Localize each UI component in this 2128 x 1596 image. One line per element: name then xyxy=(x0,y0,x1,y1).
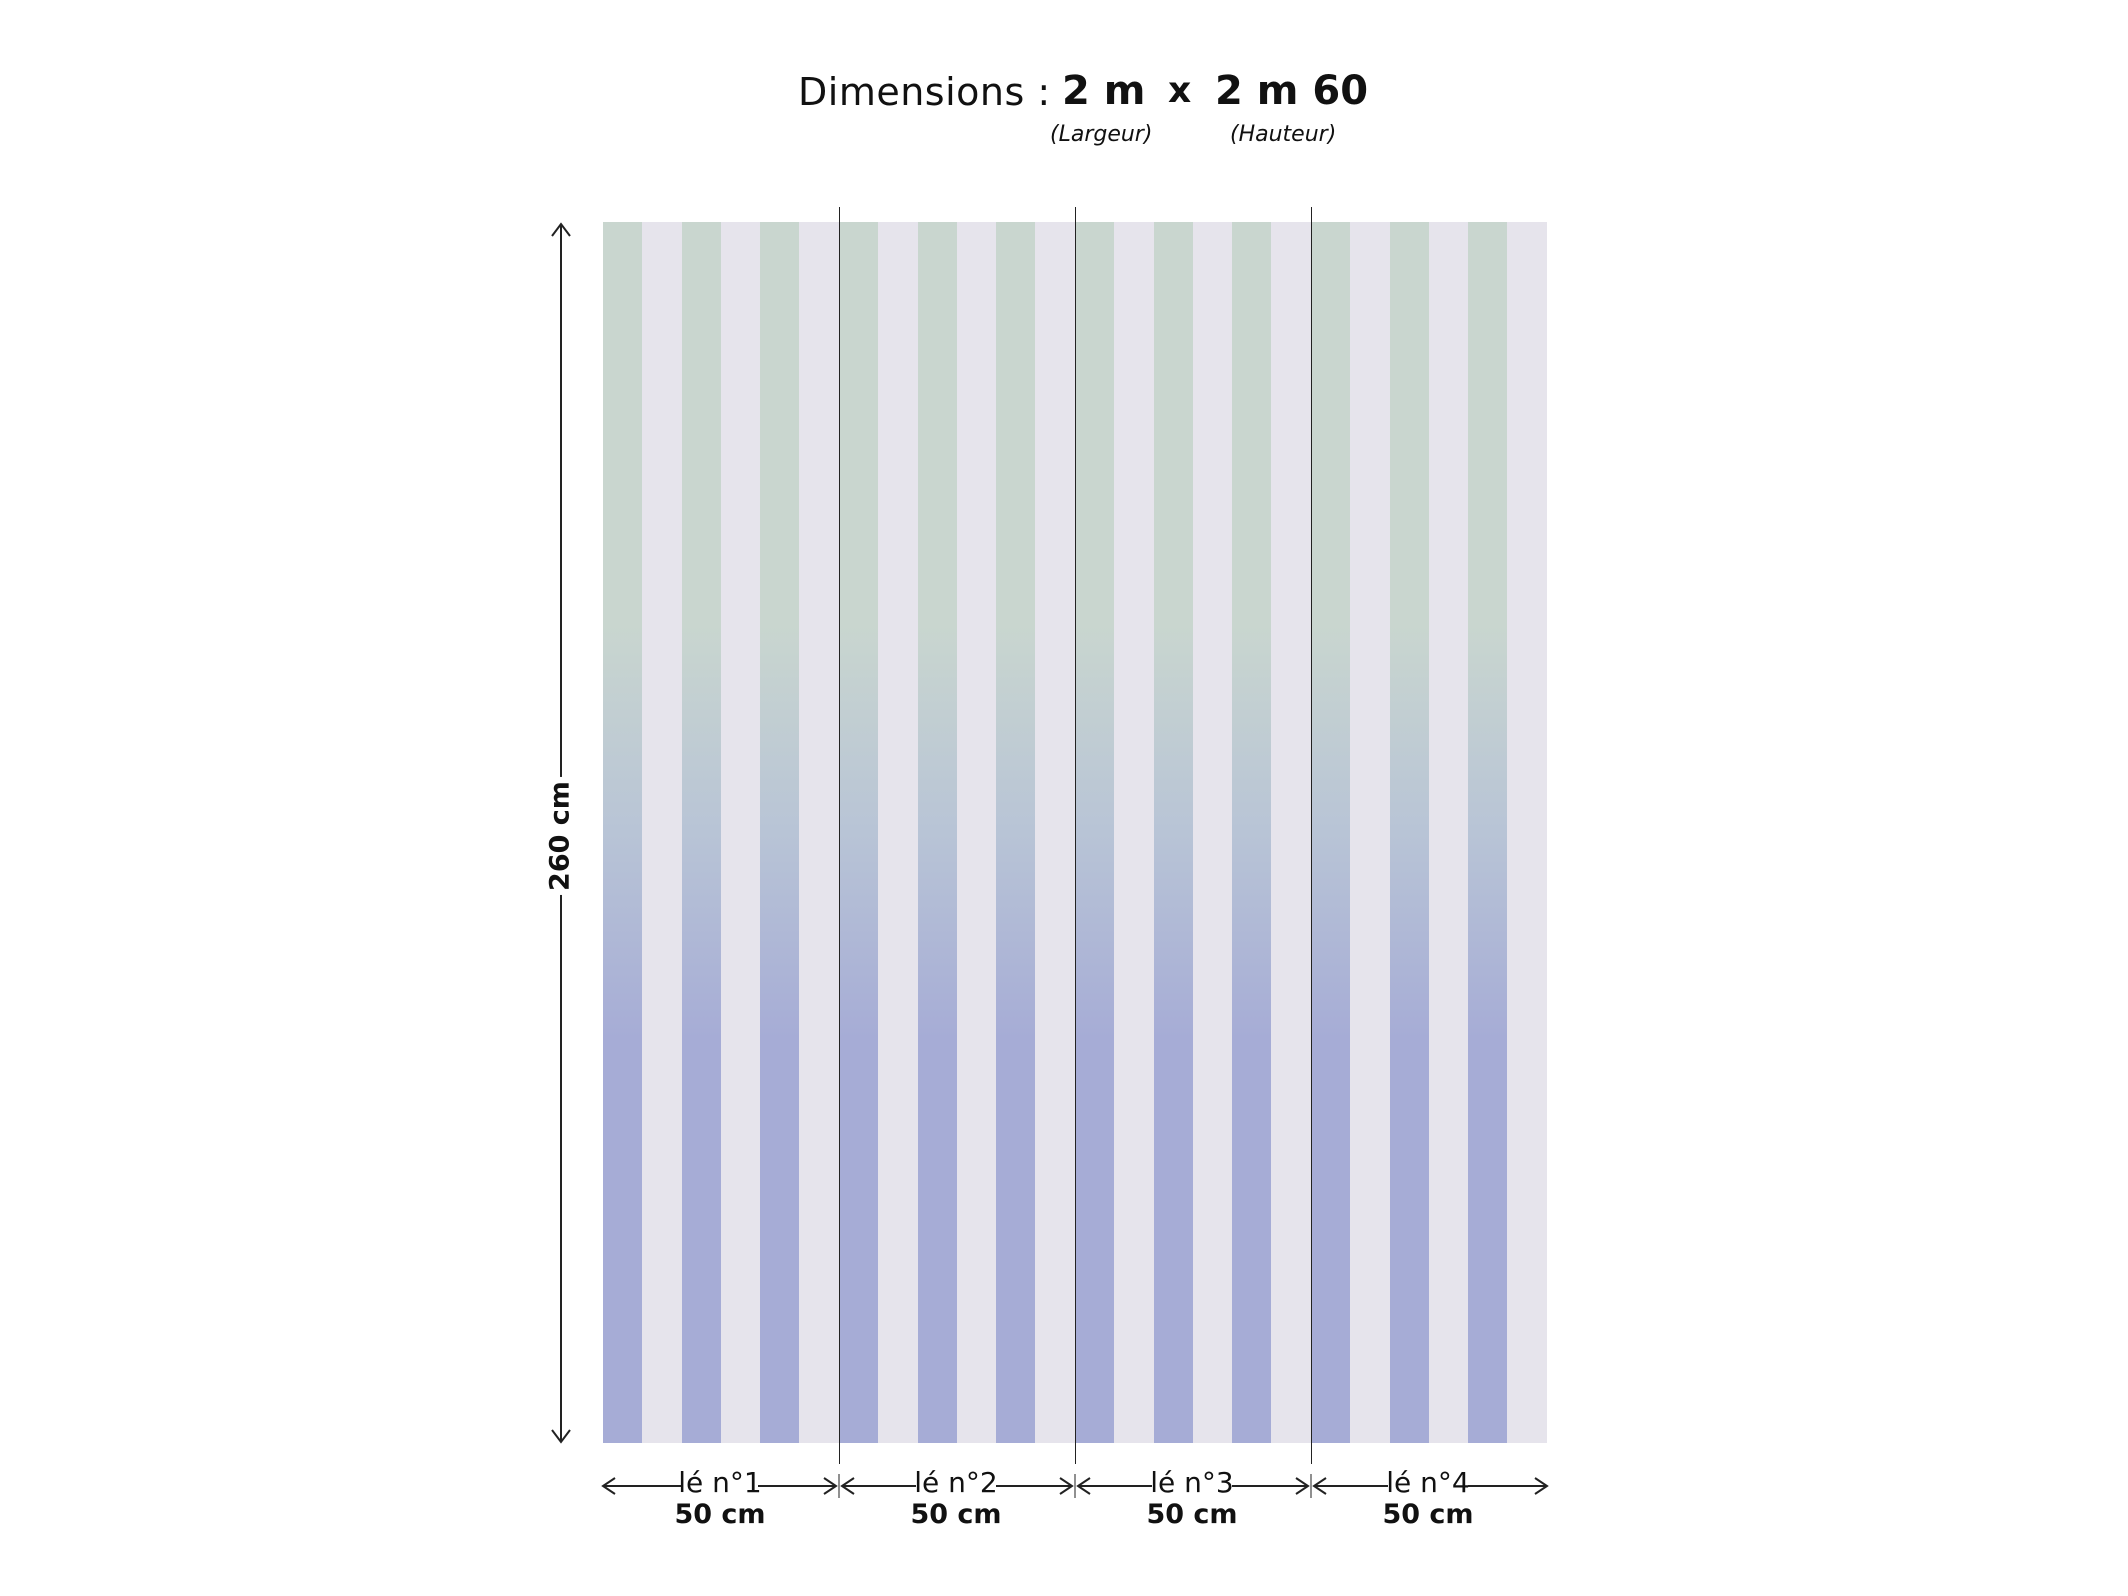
strip-name: lé n°4 xyxy=(1386,1466,1470,1499)
strip-name: lé n°2 xyxy=(914,1466,998,1499)
width-value: 2 m xyxy=(1062,68,1146,114)
strip-width: 50 cm xyxy=(1382,1499,1474,1530)
height-dimension-label: 260 cm xyxy=(544,777,576,895)
strip-width: 50 cm xyxy=(1146,1499,1238,1530)
wallpaper-stripe xyxy=(1153,222,1193,1443)
wallpaper-stripe xyxy=(1075,222,1114,1443)
seam-line xyxy=(1075,207,1076,1464)
height-caption: (Hauteur) xyxy=(1230,122,1337,147)
wallpaper-stripe xyxy=(760,222,800,1443)
width-dimension-arrows xyxy=(601,1474,1549,1498)
wallpaper-stripe xyxy=(1311,222,1350,1443)
wallpaper-stripe xyxy=(917,222,957,1443)
seam-line xyxy=(1311,207,1312,1464)
wallpaper-stripe xyxy=(1389,222,1429,1443)
strip-name: lé n°1 xyxy=(678,1466,762,1499)
times-sign: x xyxy=(1168,70,1192,111)
strip-label-3: lé n°3 50 cm xyxy=(1127,1467,1257,1531)
wallpaper-stripe xyxy=(1232,222,1272,1443)
strip-width: 50 cm xyxy=(674,1499,766,1530)
wallpaper-stripe xyxy=(839,222,878,1443)
wallpaper-stripe xyxy=(1468,222,1508,1443)
wallpaper-stripe xyxy=(681,222,721,1443)
strip-label-4: lé n°4 50 cm xyxy=(1363,1467,1493,1531)
seam-line xyxy=(839,207,840,1464)
strip-label-1: lé n°1 50 cm xyxy=(655,1467,785,1531)
width-caption: (Largeur) xyxy=(1050,122,1153,147)
strip-name: lé n°3 xyxy=(1150,1466,1234,1499)
dimensions-label: Dimensions : xyxy=(798,70,1051,114)
height-value: 2 m 60 xyxy=(1215,68,1369,114)
dimensions-header: Dimensions : 2 m x 2 m 60 (Largeur) (Hau… xyxy=(0,0,2128,170)
wallpaper-stripe xyxy=(603,222,642,1443)
wallpaper-stripe xyxy=(996,222,1036,1443)
strip-width: 50 cm xyxy=(910,1499,1002,1530)
strip-label-2: lé n°2 50 cm xyxy=(891,1467,1021,1531)
